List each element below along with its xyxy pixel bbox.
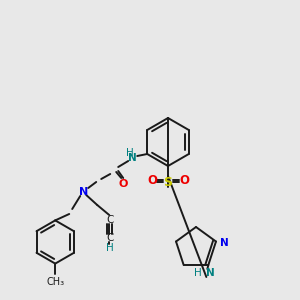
Text: H: H <box>106 243 114 253</box>
Text: N: N <box>220 238 229 248</box>
Text: H: H <box>126 148 134 158</box>
Text: O: O <box>147 175 157 188</box>
Text: O: O <box>179 175 189 188</box>
Text: H: H <box>194 268 202 278</box>
Text: C: C <box>106 215 114 225</box>
Text: N: N <box>206 268 215 278</box>
Text: C: C <box>106 233 114 243</box>
Text: CH₃: CH₃ <box>46 277 64 286</box>
Text: N: N <box>79 187 88 197</box>
Text: O: O <box>118 179 128 189</box>
Text: N: N <box>128 153 136 163</box>
Text: S: S <box>164 176 172 188</box>
